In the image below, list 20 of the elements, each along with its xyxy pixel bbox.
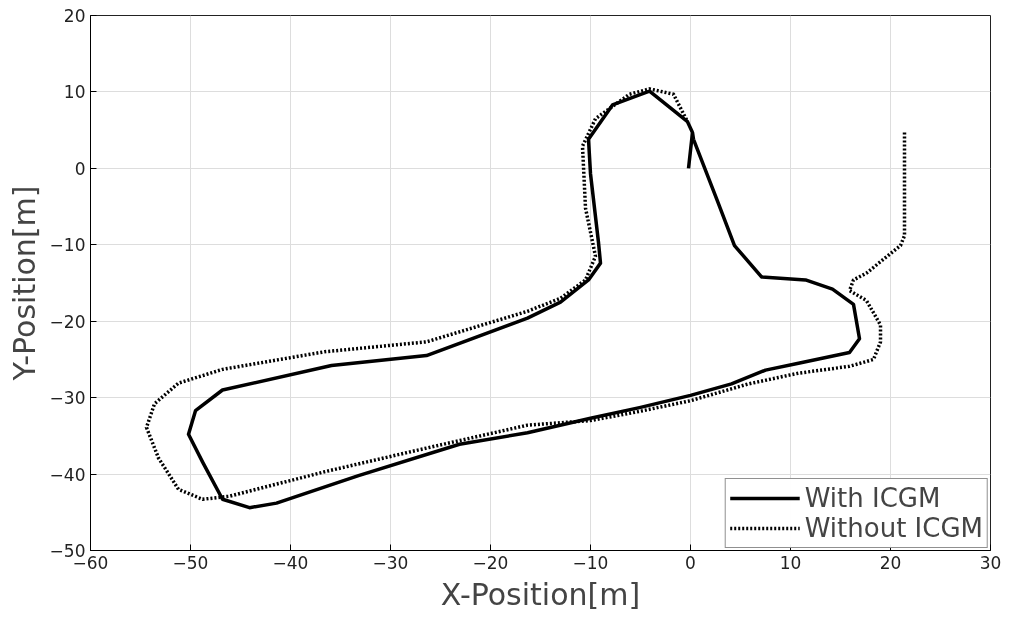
y-tick-label: −30 <box>49 388 86 409</box>
x-tick-label: −50 <box>172 552 209 573</box>
y-axis-title: Y-Position[m] <box>6 185 42 382</box>
y-tick-label: 0 <box>74 158 86 179</box>
legend-label: Without ICGM <box>804 513 983 543</box>
x-tick-label: 0 <box>685 552 696 573</box>
y-tick-label: −20 <box>49 311 86 332</box>
x-tick-label: −30 <box>372 552 409 573</box>
x-tick-label: 10 <box>779 552 802 573</box>
x-tick-label: 30 <box>979 552 1002 573</box>
x-axis-title: X-Position[m] <box>440 576 641 612</box>
x-tick-label: −40 <box>272 552 309 573</box>
x-tick-label: 20 <box>879 552 902 573</box>
y-tick-label: −40 <box>49 464 86 485</box>
legend-label: With ICGM <box>804 483 941 513</box>
y-tick-label: 20 <box>63 6 86 26</box>
x-tick-label: −10 <box>572 552 609 573</box>
y-tick-label: 10 <box>63 82 86 103</box>
y-tick-label: −10 <box>49 235 86 256</box>
x-tick-label: −20 <box>472 552 509 573</box>
